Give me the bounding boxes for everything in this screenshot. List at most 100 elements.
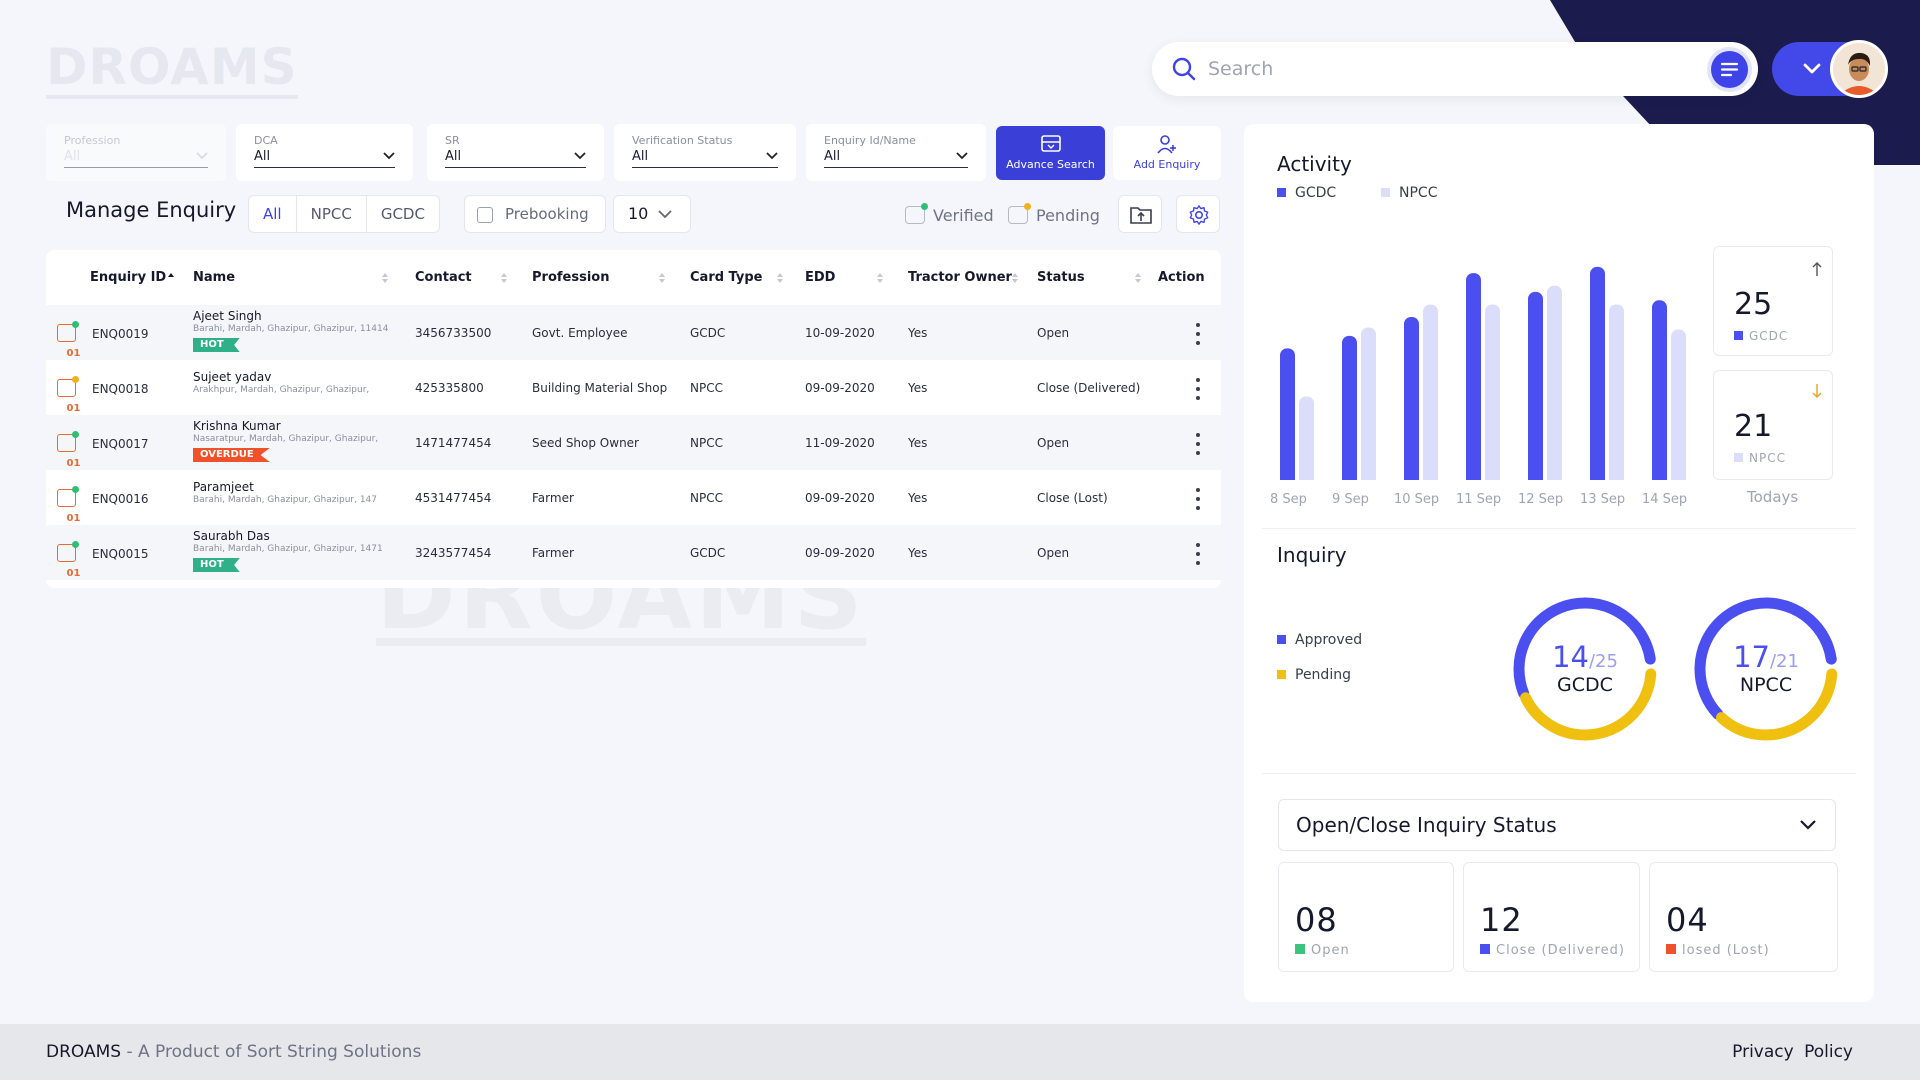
col-card-type[interactable]: Card Type xyxy=(690,270,763,285)
col-action: Action xyxy=(1158,270,1205,285)
filter-value: All xyxy=(445,149,586,168)
search-bar[interactable] xyxy=(1152,42,1758,96)
col-profession[interactable]: Profession xyxy=(532,270,610,285)
sort-icon[interactable] xyxy=(658,272,666,284)
chevron-down-icon xyxy=(766,152,778,160)
divider xyxy=(1262,773,1856,774)
legend-swatch xyxy=(1666,944,1676,954)
row-actions-kebab-icon[interactable] xyxy=(1196,543,1201,570)
filter-value-text: All xyxy=(254,149,271,164)
col-contact[interactable]: Contact xyxy=(415,270,472,285)
sort-icon[interactable] xyxy=(876,272,884,284)
npcc-donut-label: NPCC xyxy=(1739,674,1793,696)
user-menu[interactable] xyxy=(1772,40,1888,98)
tab-all[interactable]: All xyxy=(249,196,297,232)
legend-npcc: NPCC xyxy=(1381,185,1437,201)
verified-filter[interactable]: Verified xyxy=(905,203,994,225)
cell-name[interactable]: Krishna Kumar xyxy=(193,419,281,433)
legend-pending: Pending xyxy=(1277,667,1351,683)
cell-status: Close (Lost) xyxy=(1037,491,1108,505)
filter-profession[interactable]: Profession All xyxy=(46,124,226,181)
row-actions-kebab-icon[interactable] xyxy=(1196,323,1201,350)
filter-dca[interactable]: DCA All xyxy=(236,124,413,181)
filter-sr[interactable]: SR All xyxy=(427,124,604,181)
col-edd[interactable]: EDD xyxy=(805,270,836,285)
filter-verification-status[interactable]: Verification Status All xyxy=(614,124,796,181)
prebooking-checkbox[interactable]: Prebooking xyxy=(464,195,606,233)
filter-enquiry-id-name[interactable]: Enquiry Id/Name All xyxy=(806,124,986,181)
sort-icon[interactable] xyxy=(500,272,508,284)
privacy-policy-link[interactable]: Privacy Policy xyxy=(1732,1042,1853,1062)
menu-button[interactable] xyxy=(1711,51,1748,88)
col-status[interactable]: Status xyxy=(1037,270,1085,285)
cell-name[interactable]: Saurabh Das xyxy=(193,529,270,543)
status-dot xyxy=(72,486,79,493)
table-header: Enquiry ID Name Contact Profession Card … xyxy=(46,250,1221,305)
sort-icon[interactable] xyxy=(776,272,784,284)
filter-value-text: All xyxy=(824,149,841,164)
table-row[interactable]: 01 ENQ0016 Paramjeet Barahi, Mardah, Ghazip… xyxy=(46,470,1221,525)
page-size-select[interactable]: 10 xyxy=(613,195,691,233)
sort-asc-icon[interactable] xyxy=(167,272,175,284)
filter-value-text: All xyxy=(632,149,649,164)
legend-swatch xyxy=(1277,188,1286,197)
page-size-value: 10 xyxy=(628,204,649,223)
bar-gcdc-1 xyxy=(1342,335,1357,480)
bar-npcc-2 xyxy=(1423,304,1438,480)
x-tick-label: 13 Sep xyxy=(1580,492,1626,507)
col-tractor-owner[interactable]: Tractor Owner xyxy=(908,270,1012,285)
cell-edd: 10-09-2020 xyxy=(805,326,875,340)
col-name[interactable]: Name xyxy=(193,270,236,285)
cell-tractor-owner: Yes xyxy=(908,546,928,560)
cell-enquiry-id: ENQ0015 xyxy=(92,547,149,561)
sort-icon[interactable] xyxy=(1134,272,1142,284)
bar-gcdc-4 xyxy=(1528,291,1543,480)
row-actions-kebab-icon[interactable] xyxy=(1196,488,1201,515)
sort-icon[interactable] xyxy=(381,272,389,284)
table-row[interactable]: 01 ENQ0017 Krishna Kumar Nasaratpur, Mardah… xyxy=(46,415,1221,470)
cell-name[interactable]: Paramjeet xyxy=(193,480,254,494)
gcdc-donut xyxy=(1513,597,1657,741)
today-npcc-label: NPCC xyxy=(1734,451,1786,465)
cell-name[interactable]: Sujeet yadav xyxy=(193,370,272,384)
tab-gcdc[interactable]: GCDC xyxy=(380,205,425,223)
advance-search-button[interactable]: Advance Search xyxy=(996,126,1105,180)
status-lost-value: 04 xyxy=(1666,901,1709,939)
upload-button[interactable] xyxy=(1118,195,1162,233)
table-row[interactable]: 01 ENQ0019 Ajeet Singh Barahi, Mardah, Ghaz… xyxy=(46,305,1221,360)
avatar-image xyxy=(1833,43,1885,95)
cell-name[interactable]: Ajeet Singh xyxy=(193,309,262,323)
status-dropdown[interactable]: Open/Close Inquiry Status xyxy=(1278,799,1836,851)
cell-address: Barahi, Mardah, Ghazipur, Ghazipur, 1141… xyxy=(193,324,389,334)
status-open-value: 08 xyxy=(1295,901,1338,939)
legend-swatch xyxy=(1277,635,1286,644)
badge-count: 01 xyxy=(66,458,81,469)
user-avatar[interactable] xyxy=(1830,40,1888,98)
col-enquiry-id[interactable]: Enquiry ID xyxy=(90,270,167,285)
add-enquiry-button[interactable]: Add Enquiry xyxy=(1113,126,1221,180)
table-row[interactable]: 01 ENQ0018 Sujeet yadav Arakhpur, Mardah, G… xyxy=(46,360,1221,415)
cell-card-type: NPCC xyxy=(690,436,723,450)
search-input[interactable] xyxy=(1208,54,1648,84)
table-row[interactable]: 01 ENQ0015 Saurabh Das Barahi, Mardah, Ghaz… xyxy=(46,525,1221,580)
checkbox-box xyxy=(905,203,928,224)
today-npcc-label-text: NPCC xyxy=(1749,451,1786,465)
advance-search-icon xyxy=(1040,135,1061,152)
settings-button[interactable] xyxy=(1176,195,1220,233)
pending-filter[interactable]: Pending xyxy=(1008,203,1100,225)
status-delivered-value: 12 xyxy=(1480,901,1523,939)
row-actions-kebab-icon[interactable] xyxy=(1196,378,1201,405)
add-user-icon xyxy=(1157,135,1176,154)
sort-icon[interactable] xyxy=(1011,272,1019,284)
cell-card-type: NPCC xyxy=(690,491,723,505)
chevron-down-icon xyxy=(658,210,672,219)
activity-title: Activity xyxy=(1277,152,1352,176)
bar-gcdc-5 xyxy=(1590,266,1605,480)
tab-npcc[interactable]: NPCC xyxy=(297,196,367,232)
cell-contact: 3243577454 xyxy=(415,546,492,560)
enquiry-count-badge: 01 xyxy=(57,486,80,524)
filter-label: Profession xyxy=(64,134,121,147)
status-dot xyxy=(72,321,79,328)
row-actions-kebab-icon[interactable] xyxy=(1196,433,1201,460)
x-tick-label: 11 Sep xyxy=(1456,492,1502,507)
